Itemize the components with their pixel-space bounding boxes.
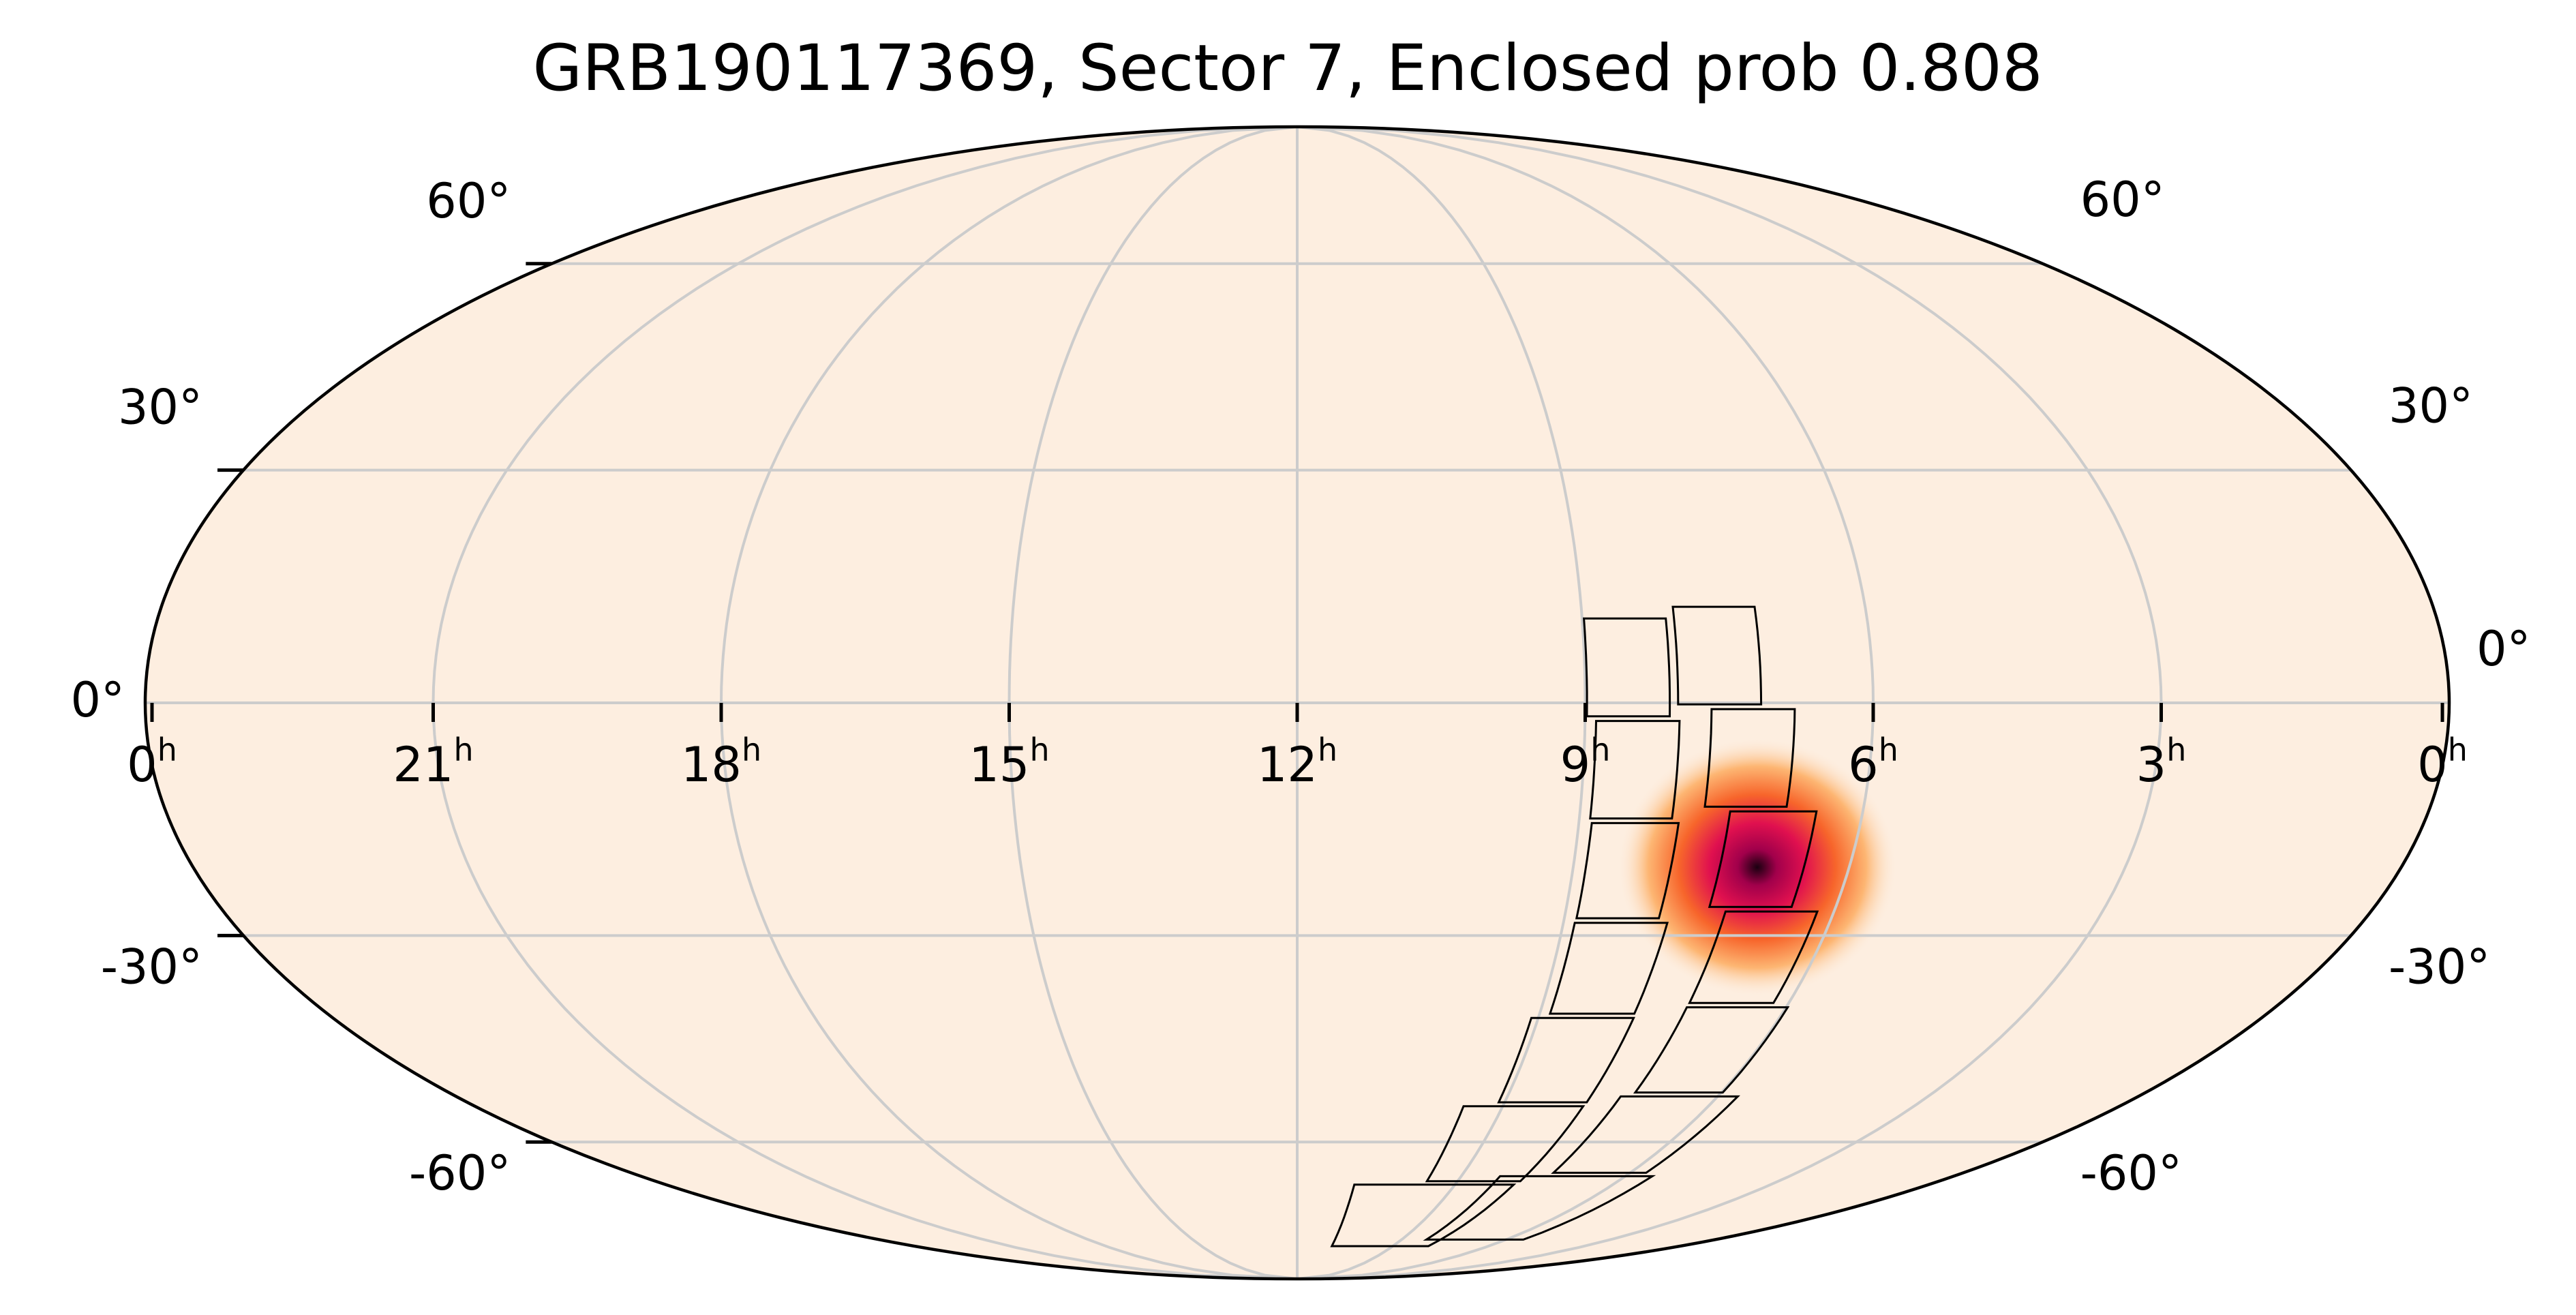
ra-tick-unit: h: [1318, 731, 1337, 768]
ra-tick-unit: h: [453, 731, 473, 768]
dec-tick-label-left: -60°: [409, 1145, 511, 1201]
ccd-footprint-cell: [1708, 810, 1818, 908]
ccd-footprint-cell: [1703, 708, 1796, 808]
ra-tick-unit: h: [1879, 731, 1898, 768]
ra-tick-unit: h: [742, 731, 761, 768]
ra-tick-unit: h: [2166, 731, 2186, 768]
ccd-footprint-cell: [1688, 910, 1819, 1004]
ra-tick-unit: h: [157, 731, 177, 768]
ccd-footprint-cell: [1582, 617, 1671, 718]
dec-tick-label-left: -30°: [101, 939, 202, 995]
ccd-footprint-cell: [1633, 1006, 1790, 1094]
ccd-footprint-cell: [1575, 821, 1680, 920]
probability-blob: [1617, 738, 1897, 997]
ra-tick-label: 15h: [969, 731, 1049, 793]
ra-tick-number: 21: [393, 737, 453, 793]
ra-tick-number: 3: [2136, 737, 2167, 793]
ra-tick-unit: h: [1590, 731, 1610, 768]
ra-tick-label: 0h: [2417, 731, 2468, 793]
ra-tick-number: 18: [681, 737, 742, 793]
probability-layer: [1617, 738, 1897, 997]
ra-tick-label: 9h: [1560, 731, 1611, 793]
ccd-footprint-cell: [1423, 1175, 1656, 1241]
dec-tick-label-right: 0°: [2476, 621, 2531, 677]
ra-tick-label: 18h: [681, 731, 761, 793]
ccd-footprint-cell: [1551, 1095, 1740, 1174]
ra-tick-number: 9: [1560, 737, 1591, 793]
ra-tick-label: 6h: [1848, 731, 1898, 793]
ra-tick-number: 0: [2417, 737, 2448, 793]
dec-tick-label-right: 30°: [2389, 378, 2473, 434]
ra-ticks: 0h 21h 18h 15h 12h 9h 6h 3h 0h: [127, 703, 2468, 793]
dec-ticks: 60° 30° 0° -30° -60° 60° 30° 0° -30° -60°: [70, 172, 2530, 1201]
map-border: [143, 125, 2451, 1281]
dec-tick-label-left: 30°: [118, 380, 202, 436]
ra-tick-label: 3h: [2136, 731, 2187, 793]
ra-tick-number: 15: [969, 737, 1029, 793]
dec-tick-label-right: -30°: [2389, 939, 2490, 995]
ccd-footprint-cell: [1548, 922, 1669, 1015]
ra-tick-label: 21h: [393, 731, 473, 793]
ccd-footprint-cell: [1497, 1016, 1635, 1104]
ra-tick-label: 12h: [1257, 731, 1337, 793]
dec-tick-label-left: 0°: [70, 672, 125, 728]
ra-tick-label: 0h: [127, 731, 177, 793]
ra-tick-number: 0: [127, 737, 157, 793]
ra-tick-unit: h: [1029, 731, 1049, 768]
ccd-footprint-cell: [1425, 1105, 1586, 1183]
dec-tick-label-left: 60°: [426, 173, 511, 229]
map-title: GRB190117369, Sector 7, Enclosed prob 0.…: [532, 31, 2042, 106]
ccd-footprint-cell: [1330, 1183, 1517, 1248]
ccd-footprint-cell: [1671, 605, 1763, 706]
ra-tick-unit: h: [2448, 731, 2468, 768]
camera-footprints: [1330, 605, 1819, 1248]
ra-tick-number: 6: [1848, 737, 1879, 793]
ra-tick-number: 12: [1257, 737, 1318, 793]
dec-tick-label-right: 60°: [2080, 172, 2165, 228]
ccd-footprint-cell: [1589, 720, 1681, 820]
dec-tick-label-right: -60°: [2080, 1145, 2182, 1201]
